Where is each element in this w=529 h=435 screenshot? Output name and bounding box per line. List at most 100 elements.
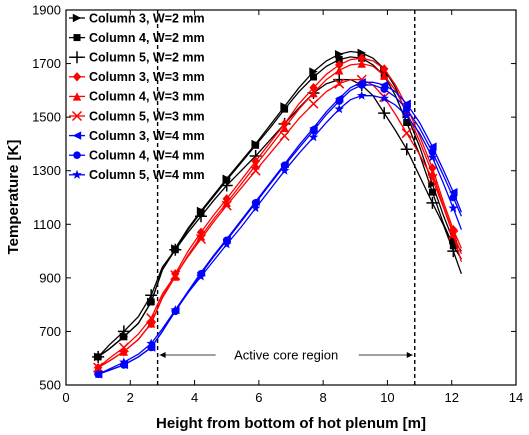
legend-swatch-marker	[72, 13, 82, 23]
legend-swatch-marker	[71, 110, 83, 122]
series-6-point	[146, 313, 157, 324]
series-3-point	[426, 196, 439, 209]
series-8-point	[402, 105, 411, 113]
x-tick-label: 14	[509, 390, 523, 405]
series-line-3	[97, 78, 463, 358]
series-8-point	[280, 161, 289, 170]
legend-label: Column 4, W=4 mm	[89, 149, 205, 163]
series-2-point	[428, 188, 436, 196]
legend-item-3: Column 5, W=2 mm	[69, 51, 205, 65]
series-6	[93, 74, 463, 373]
series-4-point	[428, 163, 437, 173]
series-9	[93, 90, 463, 379]
series-3-point	[400, 143, 413, 156]
series-6-point	[221, 200, 232, 211]
y-tick-label: 1700	[32, 56, 61, 71]
series-9-point	[250, 203, 261, 213]
x-tick-label: 10	[380, 390, 394, 405]
series-9-point	[308, 132, 319, 142]
legend-label: Column 3, W=2 mm	[89, 11, 205, 25]
legend-label: Column 4, W=2 mm	[89, 31, 205, 45]
legend-label: Column 3, W=4 mm	[89, 129, 205, 143]
series-3-point	[447, 245, 460, 258]
series-line-7	[97, 81, 463, 375]
series-5-point	[196, 232, 206, 241]
series-3-point	[220, 179, 233, 192]
x-tick-label: 0	[62, 390, 69, 405]
series-6-point	[448, 229, 459, 241]
series-7-point	[402, 99, 411, 108]
series-3-point	[117, 325, 130, 338]
series-3-point	[169, 243, 182, 256]
series-9-point	[448, 203, 459, 213]
series-5-point	[119, 347, 129, 356]
y-tick-label: 1100	[33, 217, 61, 232]
series-3-point	[145, 289, 158, 302]
annotation-arrow-left-head	[159, 352, 166, 358]
series-2-point	[335, 56, 343, 64]
series-9-point	[221, 239, 232, 249]
legend-swatch-marker	[73, 151, 81, 159]
annotation-arrow-right-head	[406, 352, 413, 358]
annotation-active-core-region: Active core region	[234, 348, 338, 363]
series-5-point	[380, 71, 389, 80]
y-tick-label: 1900	[32, 3, 61, 18]
series-5-point	[335, 66, 344, 75]
series-6-point	[93, 362, 104, 373]
plot-frame	[65, 9, 517, 386]
series-7-point	[449, 187, 458, 197]
series-6-point	[250, 165, 261, 176]
series-6-point	[427, 173, 438, 184]
x-tick-label: 6	[255, 390, 262, 405]
series-8-point	[449, 193, 458, 202]
series-2-point	[310, 73, 317, 81]
x-tick-label: 2	[127, 390, 134, 405]
y-tick-label: 700	[39, 324, 61, 339]
series-6-point	[170, 270, 181, 281]
legend-item-7: Column 3, W=4 mm	[69, 129, 205, 143]
series-6-point	[401, 128, 412, 139]
series-3-point	[195, 210, 207, 223]
y-tick-label: 900	[39, 270, 61, 285]
legend-item-1: Column 3, W=2 mm	[69, 11, 205, 25]
series-6-point	[334, 78, 345, 89]
axis-ticks: 0 2 4 6 8 10 12 14 500 700 900 1100 1300 1500 1700 1900	[32, 3, 523, 406]
plot-layer: Active core region	[92, 10, 463, 385]
legend-swatch-marker	[71, 51, 83, 64]
y-axis-title: Temperature [K]	[5, 140, 22, 255]
series-4-point	[357, 53, 366, 63]
x-tick-label: 4	[191, 390, 198, 405]
legend-label: Column 4, W=3 mm	[89, 90, 205, 104]
legend-item-9: Column 5, W=4 mm	[69, 168, 205, 182]
series-8-point	[357, 81, 366, 89]
legend-swatch-marker	[73, 34, 81, 42]
series-9-point	[146, 338, 156, 348]
series-9-point	[93, 369, 103, 379]
series-5-point	[222, 198, 231, 208]
x-tick-label: 8	[320, 390, 327, 405]
series-6-point	[308, 98, 319, 109]
x-tick-label: 12	[444, 390, 458, 405]
series-5-point	[309, 88, 318, 98]
series-5-point	[146, 319, 156, 328]
legend-item-4: Column 3, W=3 mm	[69, 70, 205, 84]
series-2-point	[252, 141, 260, 149]
series-9-point	[427, 152, 438, 162]
y-tick-label: 500	[39, 378, 61, 393]
series-2-point	[281, 105, 289, 113]
series-5-point	[280, 123, 289, 133]
series-9-point	[279, 165, 290, 175]
series-9-point	[379, 93, 389, 103]
series-6-point	[195, 233, 207, 245]
x-axis-title: Height from bottom of hot plenum [m]	[156, 415, 426, 432]
legend-swatch-marker	[72, 169, 82, 179]
legend-label: Column 3, W=3 mm	[89, 70, 205, 84]
legend-swatch-marker	[72, 72, 82, 82]
legend-item-8: Column 4, W=4 mm	[69, 149, 205, 163]
series-8-point	[335, 97, 344, 105]
series-8-point	[309, 126, 318, 135]
series-line-6	[97, 78, 463, 369]
y-tick-label: 1300	[32, 163, 61, 178]
series-4-point	[335, 60, 344, 70]
